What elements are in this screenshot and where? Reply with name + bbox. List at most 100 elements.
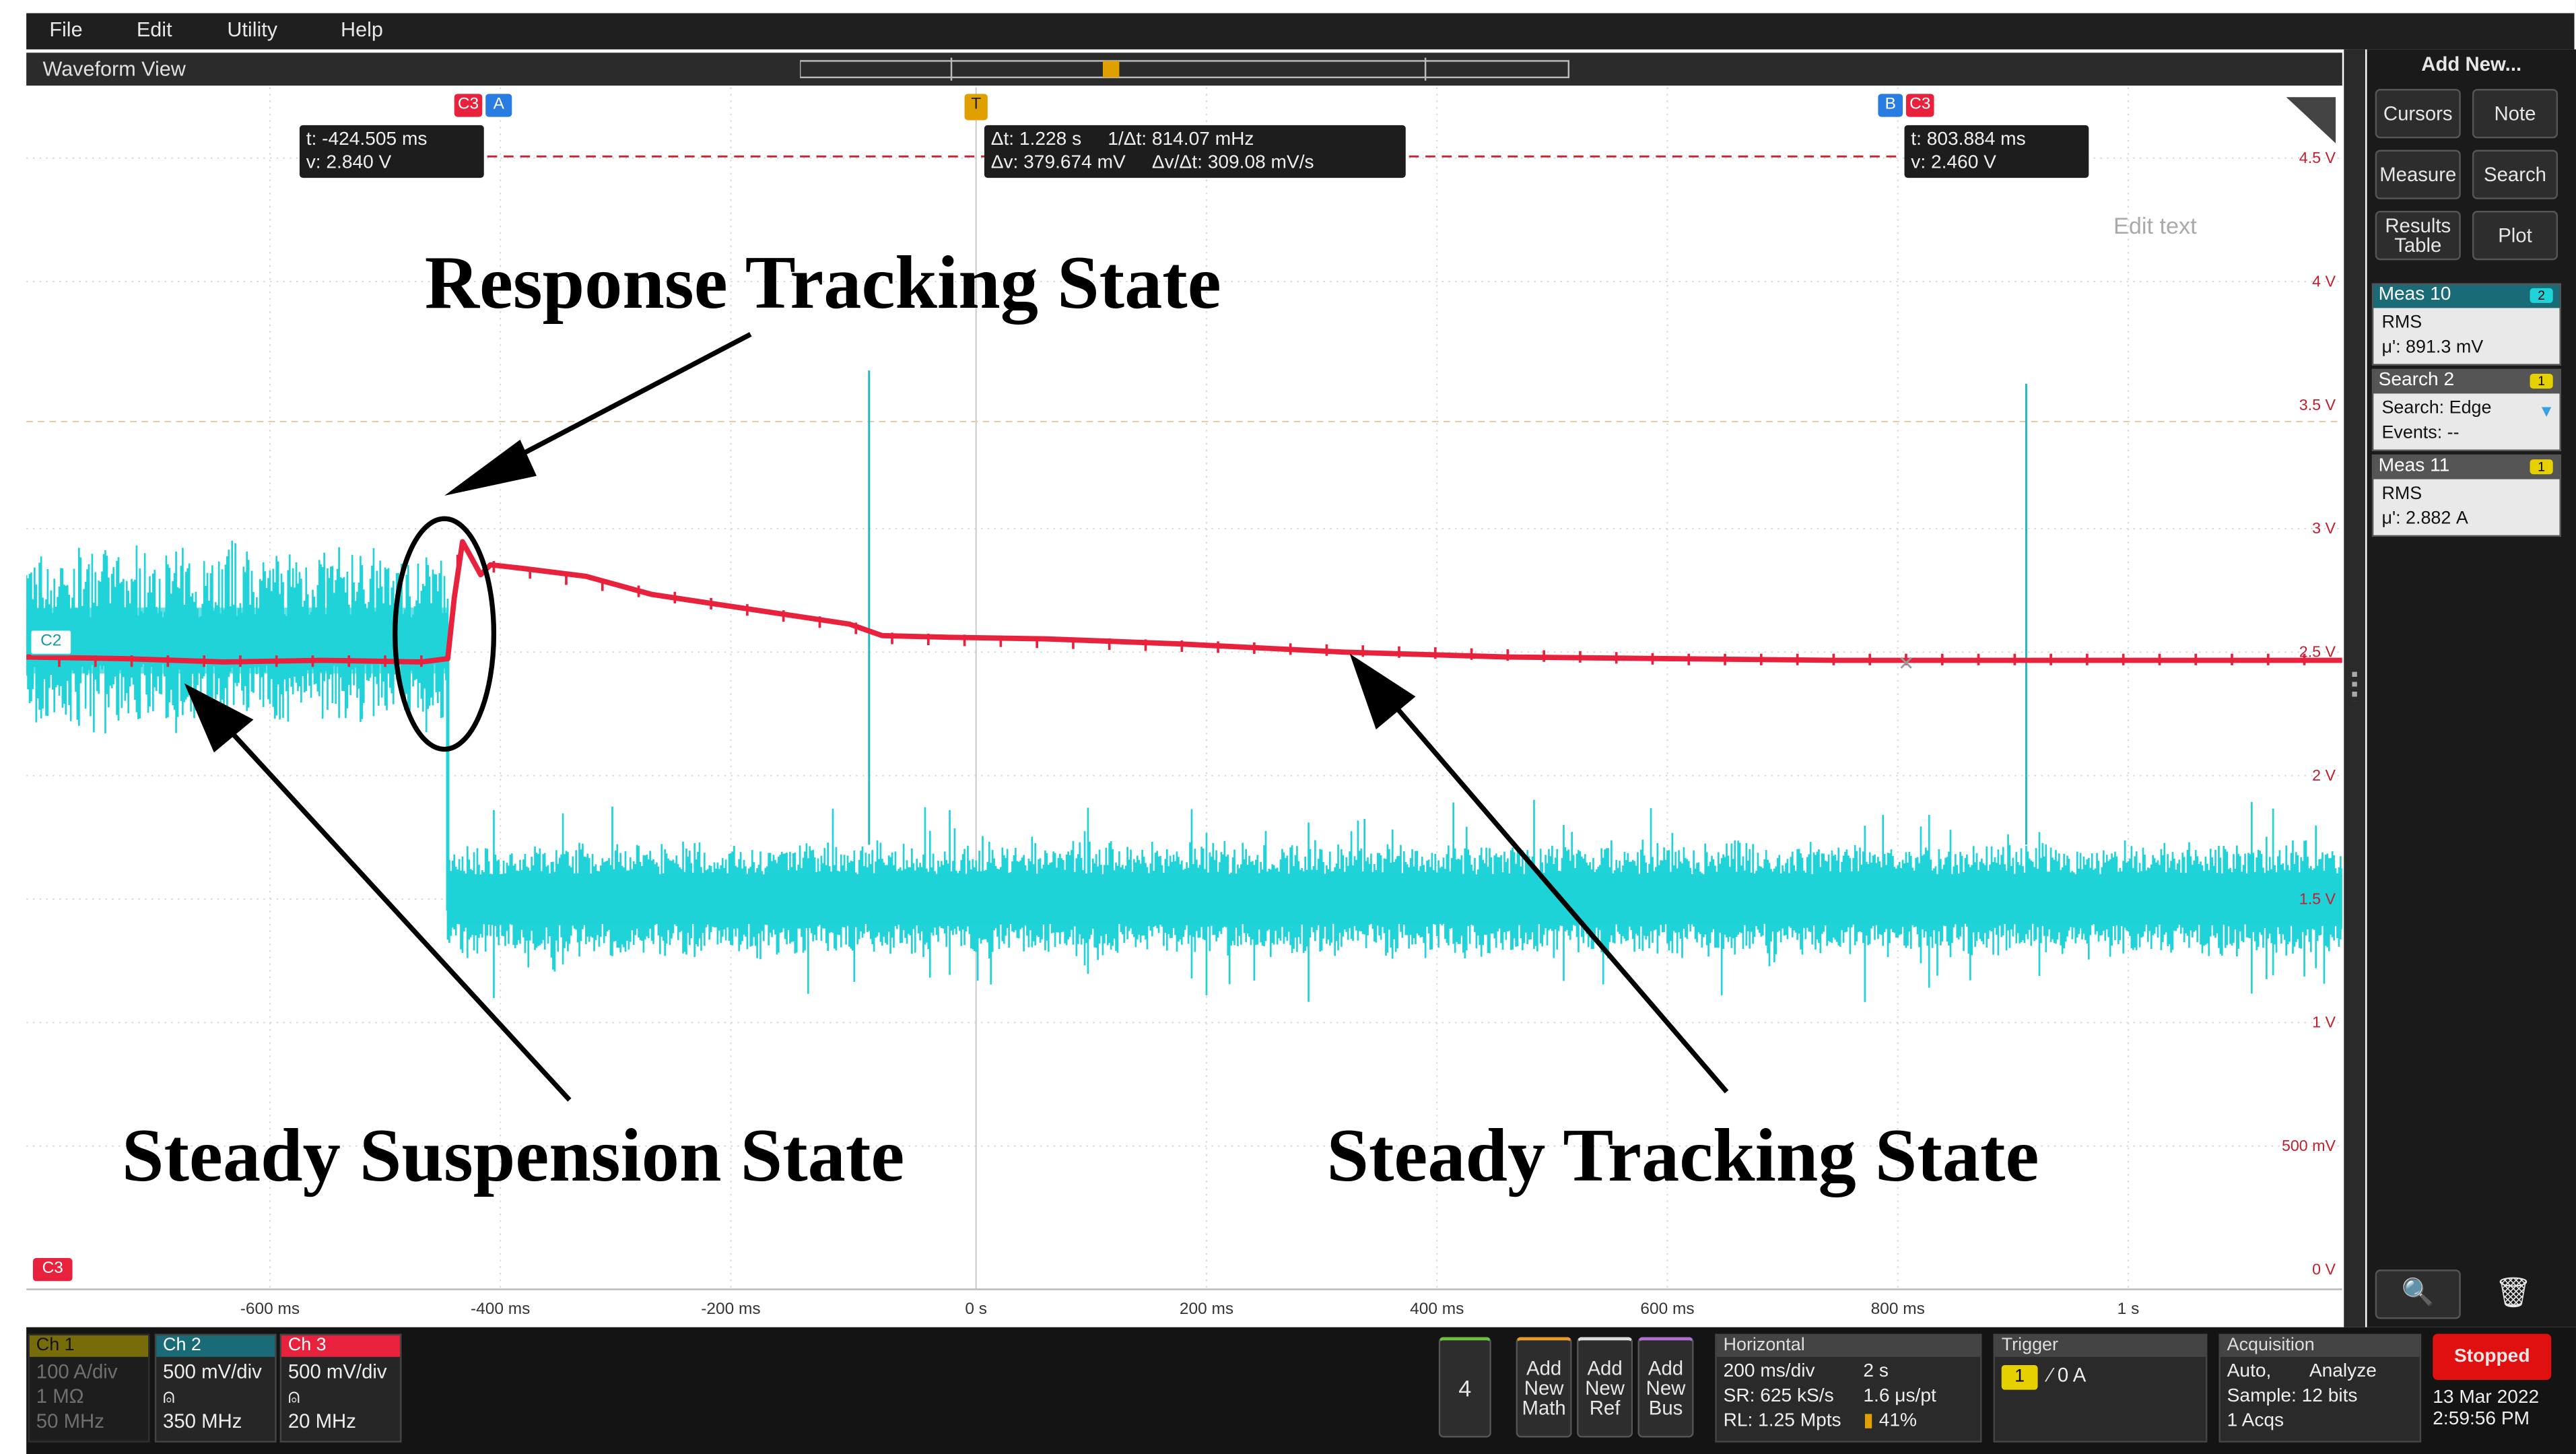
cursor-b-tag[interactable]: B xyxy=(1878,94,1903,117)
delta-v: Δv: 379.674 mV xyxy=(990,153,1126,173)
menu-help[interactable]: Help xyxy=(341,18,383,42)
timebase-overview[interactable] xyxy=(800,56,1573,82)
search2-badge[interactable]: Search 2 1 Search: Edge Events: -- ▼ xyxy=(2371,368,2561,451)
trash-icon[interactable]: 🗑 xyxy=(2495,1276,2532,1309)
response-region-ellipse xyxy=(393,516,497,752)
cursor-a-tag[interactable]: A xyxy=(485,94,512,117)
waveform-canvas[interactable]: ✕ xyxy=(26,87,2342,1326)
arrow-response-head xyxy=(444,439,537,496)
x-tick-label: -600 ms xyxy=(240,1300,300,1319)
cursor-a-voltage: v: 2.840 V xyxy=(306,153,392,173)
measure-button[interactable]: Measure xyxy=(2375,150,2461,199)
record-length: RL: 1.25 Mpts xyxy=(1723,1411,1841,1431)
ch3-offset-marker[interactable]: C3 xyxy=(32,1258,73,1282)
y-tick-label: 500 mV xyxy=(2281,1137,2336,1156)
ch3-scale: 500 mV/div xyxy=(287,1360,387,1383)
ch2-badge[interactable]: Ch 2 500 mV/div ⍝ 350 MHz xyxy=(154,1333,277,1443)
horizontal-badge[interactable]: Horizontal 200 ms/div 2 s SR: 625 kS/s 1.6… xyxy=(1715,1333,1982,1443)
arrow-suspension xyxy=(209,708,572,1102)
cursor-a-time: t: -424.505 ms xyxy=(306,130,428,150)
zoom-corner-icon[interactable] xyxy=(2286,97,2336,143)
annotation-steady-suspension: Steady Suspension State xyxy=(121,1113,905,1197)
arrow-tracking-head xyxy=(1349,653,1416,730)
search-marker-icon: ▼ xyxy=(2538,403,2555,422)
meas10-title: Meas 10 xyxy=(2378,285,2451,305)
trigger-level: 0 A xyxy=(2057,1363,2087,1387)
ch2-label: Ch 2 xyxy=(156,1335,275,1357)
menu-file[interactable]: File xyxy=(49,18,83,42)
acquisition-badge[interactable]: Acquisition Auto, Analyze Sample: 12 bits… xyxy=(2218,1333,2422,1443)
acquisition-mode: Auto, xyxy=(2227,1362,2272,1382)
cursor-a-readout: t: -424.505 ms v: 2.840 V xyxy=(299,125,484,178)
ch2-waveform-before-trigger xyxy=(26,540,449,734)
ch2-noise-core xyxy=(447,874,2342,924)
add-new-ref-button[interactable]: Add New Ref xyxy=(1577,1337,1633,1438)
menu-edit[interactable]: Edit xyxy=(136,18,172,42)
time-label: 2:59:56 PM xyxy=(2433,1410,2530,1430)
y-tick-label: 3.5 V xyxy=(2299,397,2336,416)
cursor-b-voltage: v: 2.460 V xyxy=(1911,153,1996,173)
y-tick-label: 1 V xyxy=(2312,1014,2336,1033)
meas11-badge[interactable]: Meas 11 1 RMS μ': 2.882 A xyxy=(2371,454,2561,537)
plot-button[interactable]: Plot xyxy=(2472,210,2558,261)
x-tick-label: 200 ms xyxy=(1179,1300,1234,1319)
panel-divider[interactable] xyxy=(2344,49,2366,1327)
cursor-delta-readout: Δt: 1.228 s 1/Δt: 814.07 mHz Δv: 379.674… xyxy=(984,125,1406,178)
cursors-button[interactable]: Cursors xyxy=(2375,89,2461,139)
cursor-cross-marker: ✕ xyxy=(1898,653,1915,675)
y-tick-label: 4.5 V xyxy=(2299,150,2336,168)
meas10-channel-badge: 2 xyxy=(2530,288,2553,303)
x-tick-label: -400 ms xyxy=(471,1300,531,1319)
ch2-probe-icon: ⍝ xyxy=(163,1385,175,1408)
ch1-bandwidth: 50 MHz xyxy=(36,1410,104,1433)
rising-edge-icon: ⁄ xyxy=(2043,1363,2058,1387)
x-tick-label: 400 ms xyxy=(1410,1300,1464,1319)
horizontal-duration: 2 s xyxy=(1863,1362,1889,1382)
time-per-point: 1.6 μs/pt xyxy=(1863,1386,1936,1407)
search2-channel-badge: 1 xyxy=(2530,374,2553,389)
meas11-value: μ': 2.882 A xyxy=(2381,508,2468,529)
y-tick-label: 3 V xyxy=(2312,520,2336,539)
acquisition-analyze: Analyze xyxy=(2309,1362,2377,1382)
ch1-badge[interactable]: Ch 1 100 A/div 1 MΩ 50 MHz xyxy=(28,1333,150,1443)
ch1-termination: 1 MΩ xyxy=(36,1385,84,1408)
x-tick-label: 0 s xyxy=(965,1300,988,1319)
menu-utility[interactable]: Utility xyxy=(227,18,278,42)
waveform-plot[interactable]: ✕ C3 A B C3 T t: -424.505 ms xyxy=(26,87,2342,1326)
horizontal-scale: 200 ms/div xyxy=(1723,1362,1815,1382)
run-stop-button[interactable]: Stopped xyxy=(2433,1333,2552,1380)
ch2-offset-marker[interactable]: C2 xyxy=(30,629,73,656)
meas10-badge[interactable]: Meas 10 2 RMS μ': 891.3 mV xyxy=(2371,283,2561,366)
add-new-math-button[interactable]: Add New Math xyxy=(1516,1337,1572,1438)
trigger-position-percent: 41% xyxy=(1878,1411,1918,1431)
zoom-search-icon[interactable]: 🔍 xyxy=(2375,1269,2461,1319)
edit-text-note[interactable]: Edit text xyxy=(2113,212,2197,239)
ch1-scale: 100 A/div xyxy=(36,1360,118,1383)
acquisition-title: Acquisition xyxy=(2220,1335,2420,1357)
cursor-b-time: t: 803.884 ms xyxy=(1911,130,2026,150)
ch2-bandwidth: 350 MHz xyxy=(163,1410,242,1433)
y-tick-label: 4 V xyxy=(2312,273,2336,292)
y-tick-label: 1.5 V xyxy=(2299,890,2336,909)
channel-4-button[interactable]: 4 xyxy=(1438,1337,1491,1438)
ch3-badge[interactable]: Ch 3 500 mV/div ⍝ 20 MHz xyxy=(279,1333,402,1443)
datetime: 13 Mar 2022 2:59:56 PM xyxy=(2433,1388,2554,1431)
acquisition-count: 1 Acqs xyxy=(2227,1411,2284,1431)
search2-events: Events: -- xyxy=(2381,423,2460,443)
y-tick-label: 2 V xyxy=(2312,767,2336,786)
note-button[interactable]: Note xyxy=(2472,89,2558,139)
trigger-badge[interactable]: Trigger 1 ⁄ 0 A xyxy=(1993,1333,2208,1443)
ch2-scale: 500 mV/div xyxy=(163,1360,262,1383)
add-new-bus-button[interactable]: Add New Bus xyxy=(1637,1337,1694,1438)
search2-type: Search: Edge xyxy=(2381,398,2492,419)
x-tick-label: -200 ms xyxy=(701,1300,761,1319)
meas11-channel-badge: 1 xyxy=(2530,459,2553,475)
x-tick-label: 600 ms xyxy=(1640,1300,1695,1319)
trigger-position-marker[interactable]: T xyxy=(964,94,988,121)
annotation-steady-tracking: Steady Tracking State xyxy=(1326,1113,2039,1197)
ch3-probe-icon: ⍝ xyxy=(287,1385,300,1408)
meas10-type: RMS xyxy=(2381,312,2422,333)
results-table-button[interactable]: Results Table xyxy=(2375,210,2461,261)
search-button[interactable]: Search xyxy=(2472,150,2558,199)
menu-bar: File Edit Utility Help xyxy=(26,13,2575,50)
